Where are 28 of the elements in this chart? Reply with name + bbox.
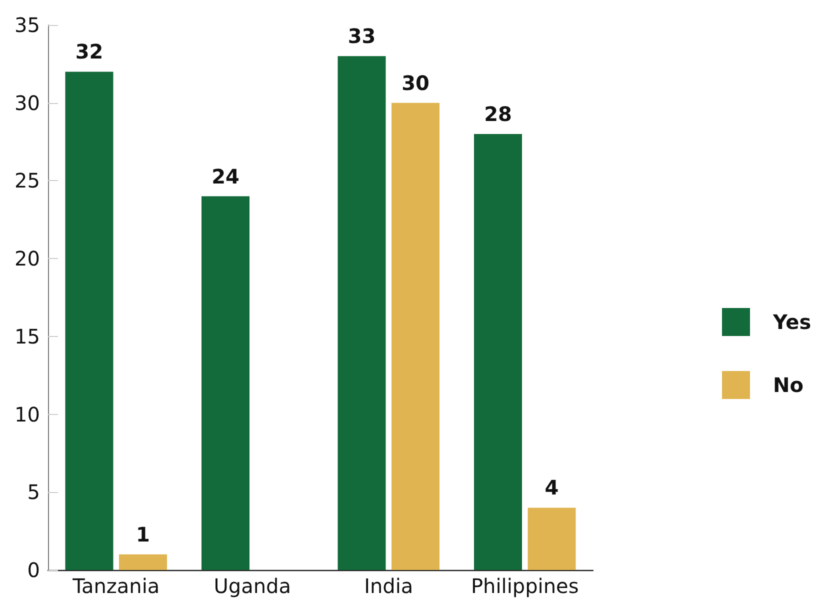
data-label: 28 xyxy=(484,102,512,126)
bar xyxy=(392,102,440,570)
data-label: 30 xyxy=(402,70,430,95)
data-label: 32 xyxy=(75,40,104,64)
x-tick-label: Philippines xyxy=(470,574,579,598)
x-tick-label: Uganda xyxy=(214,574,291,598)
bar xyxy=(338,56,386,570)
y-tick-label: 0 xyxy=(27,558,40,582)
data-label: 1 xyxy=(136,522,150,546)
x-tick-label: Tanzania xyxy=(72,574,160,598)
data-label: 4 xyxy=(544,476,559,500)
y-tick-label: 25 xyxy=(14,168,40,193)
data-label: 24 xyxy=(212,164,240,188)
y-tick-label: 20 xyxy=(14,246,40,271)
bar xyxy=(201,196,250,570)
data-label: 33 xyxy=(348,24,376,48)
bar xyxy=(528,508,576,570)
y-tick-label: 10 xyxy=(14,402,40,426)
legend-label: Yes xyxy=(772,310,812,334)
bar xyxy=(474,134,522,570)
y-tick-label: 5 xyxy=(27,480,40,504)
legend-label: No xyxy=(773,373,804,397)
bar xyxy=(65,72,114,570)
y-tick-label: 15 xyxy=(14,324,40,348)
x-tick-label: India xyxy=(364,574,414,598)
y-tick-label: 35 xyxy=(14,13,40,37)
y-tick-label: 30 xyxy=(14,90,40,115)
bar xyxy=(119,554,168,570)
